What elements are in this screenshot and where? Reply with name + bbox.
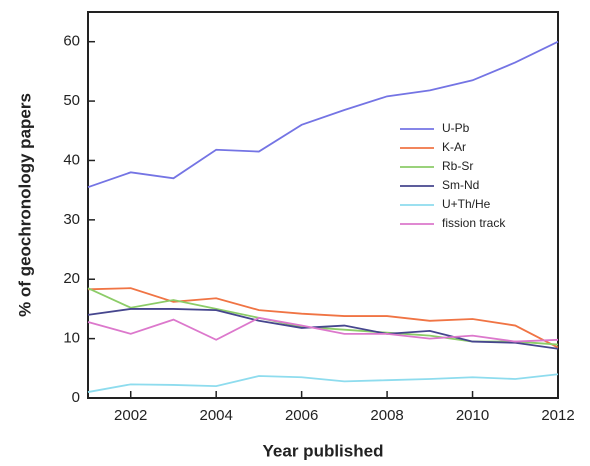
- x-tick-label: 2008: [370, 407, 403, 424]
- legend-label: Rb-Sr: [442, 159, 473, 173]
- x-tick-label: 2012: [541, 407, 574, 424]
- y-tick-label: 0: [72, 389, 80, 406]
- y-tick-label: 50: [63, 92, 80, 109]
- legend-label: Sm-Nd: [442, 178, 479, 192]
- series-line: [87, 287, 559, 349]
- y-axis-label: % of geochronology papers: [15, 93, 34, 317]
- series-line: [87, 316, 559, 343]
- legend-label: U-Pb: [442, 121, 470, 135]
- series-line: [87, 40, 559, 189]
- x-tick-label: 2004: [199, 407, 232, 424]
- series-line: [87, 373, 559, 393]
- y-tick-label: 20: [63, 270, 80, 287]
- legend-label: K-Ar: [442, 140, 466, 154]
- y-tick-label: 10: [63, 330, 80, 347]
- plot-frame: [87, 11, 559, 399]
- y-tick-label: 30: [63, 211, 80, 228]
- y-tick-label: 40: [63, 151, 80, 168]
- x-axis-label: Year published: [263, 441, 384, 460]
- x-tick-label: 2002: [114, 407, 147, 424]
- legend-label: U+Th/He: [442, 197, 491, 211]
- y-tick-label: 60: [63, 33, 80, 50]
- legend-label: fission track: [442, 216, 506, 230]
- x-tick-label: 2006: [285, 407, 318, 424]
- series-line: [87, 308, 559, 350]
- x-tick-label: 2010: [456, 407, 489, 424]
